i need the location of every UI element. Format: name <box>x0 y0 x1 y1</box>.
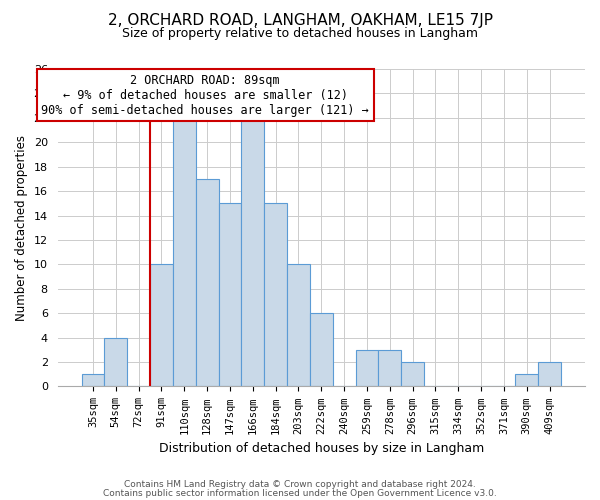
Bar <box>173 118 196 386</box>
Bar <box>196 179 218 386</box>
Text: 2 ORCHARD ROAD: 89sqm
← 9% of detached houses are smaller (12)
90% of semi-detac: 2 ORCHARD ROAD: 89sqm ← 9% of detached h… <box>41 74 369 117</box>
Text: Contains public sector information licensed under the Open Government Licence v3: Contains public sector information licen… <box>103 489 497 498</box>
Bar <box>287 264 310 386</box>
Text: 2, ORCHARD ROAD, LANGHAM, OAKHAM, LE15 7JP: 2, ORCHARD ROAD, LANGHAM, OAKHAM, LE15 7… <box>107 12 493 28</box>
Bar <box>401 362 424 386</box>
Bar <box>82 374 104 386</box>
Bar <box>218 204 241 386</box>
Y-axis label: Number of detached properties: Number of detached properties <box>15 134 28 320</box>
Bar <box>104 338 127 386</box>
Bar <box>264 204 287 386</box>
Bar <box>310 313 332 386</box>
Bar <box>515 374 538 386</box>
Bar <box>356 350 379 387</box>
Bar <box>150 264 173 386</box>
Text: Contains HM Land Registry data © Crown copyright and database right 2024.: Contains HM Land Registry data © Crown c… <box>124 480 476 489</box>
Bar <box>241 118 264 386</box>
Text: Size of property relative to detached houses in Langham: Size of property relative to detached ho… <box>122 28 478 40</box>
Bar <box>538 362 561 386</box>
X-axis label: Distribution of detached houses by size in Langham: Distribution of detached houses by size … <box>158 442 484 455</box>
Bar <box>379 350 401 387</box>
